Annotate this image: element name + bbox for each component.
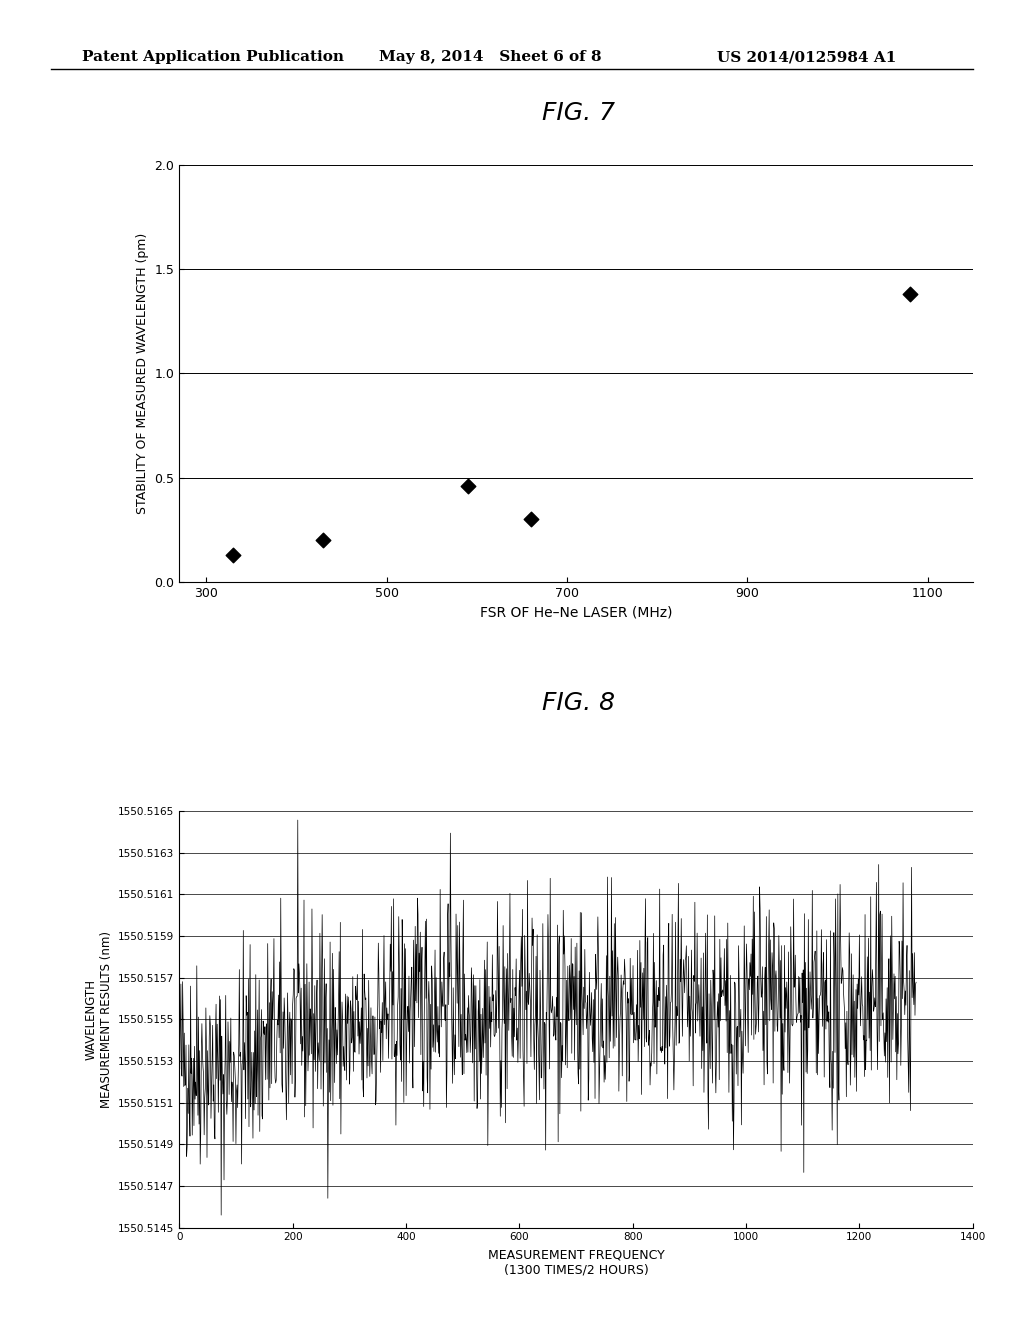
Text: US 2014/0125984 A1: US 2014/0125984 A1 <box>717 50 896 65</box>
Y-axis label: STABILITY OF MEASURED WAVELENGTH (pm): STABILITY OF MEASURED WAVELENGTH (pm) <box>136 232 148 513</box>
X-axis label: MEASUREMENT FREQUENCY
(1300 TIMES/2 HOURS): MEASUREMENT FREQUENCY (1300 TIMES/2 HOUR… <box>487 1247 665 1276</box>
X-axis label: FSR OF He–Ne LASER (MHz): FSR OF He–Ne LASER (MHz) <box>480 605 672 619</box>
Y-axis label: WAVELENGTH
MEASUREMENT RESULTS (nm): WAVELENGTH MEASUREMENT RESULTS (nm) <box>85 931 113 1107</box>
Point <box>901 284 918 305</box>
Text: Patent Application Publication: Patent Application Publication <box>82 50 344 65</box>
Point <box>225 544 242 565</box>
Text: FIG. 8: FIG. 8 <box>542 692 615 715</box>
Text: May 8, 2014   Sheet 6 of 8: May 8, 2014 Sheet 6 of 8 <box>379 50 601 65</box>
Point <box>460 475 476 496</box>
Point <box>522 508 539 529</box>
Text: FIG. 7: FIG. 7 <box>542 102 615 125</box>
Point <box>315 529 332 550</box>
